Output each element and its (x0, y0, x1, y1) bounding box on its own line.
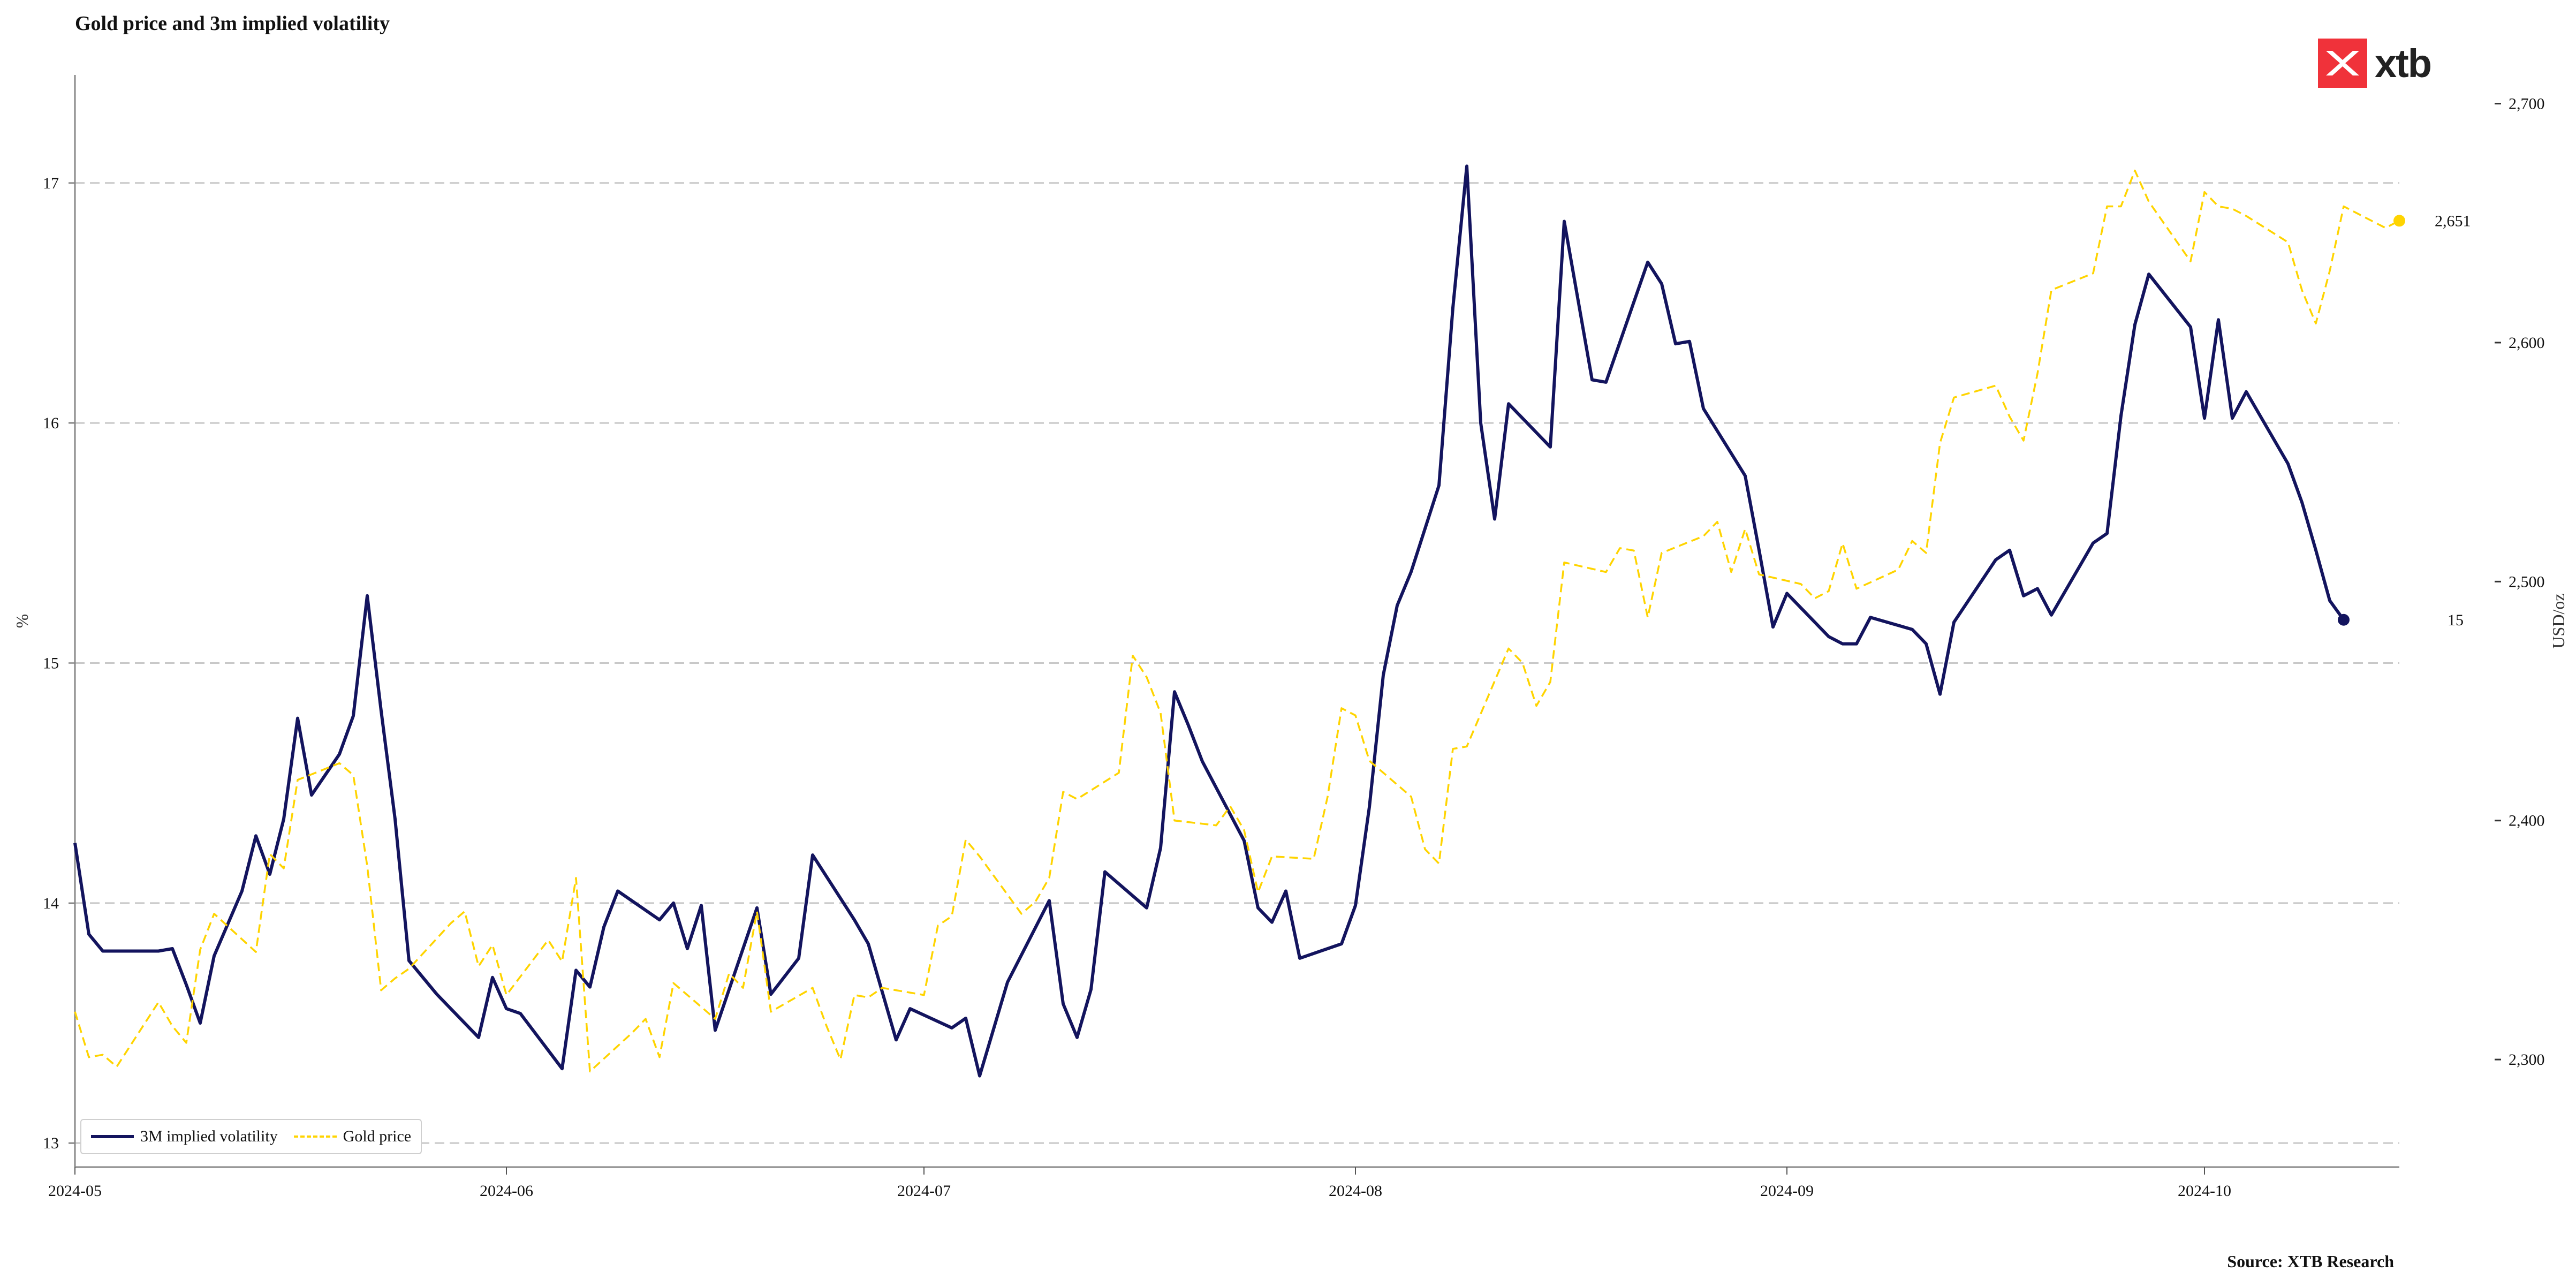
legend-swatch-gold (293, 1135, 337, 1138)
legend-label-gold: Gold price (343, 1127, 412, 1145)
gold-price-end-marker (2393, 215, 2405, 227)
xtb-logo: xtb (2318, 39, 2432, 88)
y-right-tick-label: 2,400 (2509, 812, 2545, 830)
volatility-end-marker (2338, 614, 2350, 626)
y-left-tick-label: 16 (43, 414, 59, 432)
legend-item-volatility: 3M implied volatility (91, 1127, 278, 1146)
y-right-axis-title: USD/oz (2549, 593, 2568, 648)
y-right-tick-label: 2,600 (2509, 334, 2545, 352)
x-tick-label: 2024-09 (1760, 1182, 1814, 1200)
legend-label-volatility: 3M implied volatility (140, 1127, 278, 1145)
y-left-tick-label: 17 (43, 175, 59, 192)
x-tick-label: 2024-08 (1329, 1182, 1382, 1200)
gridlines (75, 182, 2399, 1144)
tick-labels: 13 14 15 16 17 2,300 2,400 2,500 2,600 2,700 2024-… (12, 95, 2568, 1200)
legend: 3M implied volatility Gold price (80, 1119, 422, 1154)
gold-price-end-label: 2,651 (2435, 212, 2471, 230)
y-right-tick-label: 2,300 (2509, 1051, 2545, 1069)
y-right-tick-label: 2,500 (2509, 573, 2545, 590)
gold-price-line (74, 169, 2400, 1073)
x-tick-label: 2024-07 (897, 1182, 951, 1200)
source-note: Source: XTB Research (2227, 1252, 2394, 1271)
xtb-logo-text: xtb (2375, 41, 2432, 86)
volatility-line (73, 164, 2345, 1078)
x-tick-label: 2024-05 (48, 1182, 102, 1200)
axes (69, 75, 2501, 1175)
x-tick-label: 2024-10 (2178, 1182, 2231, 1200)
series (73, 164, 2405, 1078)
y-left-tick-label: 13 (43, 1134, 59, 1152)
xtb-logo-icon (2318, 39, 2367, 88)
y-left-axis-title: % (12, 614, 32, 629)
volatility-end-label: 15 (2448, 611, 2464, 629)
legend-swatch-volatility (91, 1135, 134, 1138)
y-right-tick-label: 2,700 (2509, 95, 2545, 113)
chart-title: Gold price and 3m implied volatility (75, 12, 390, 35)
y-left-tick-label: 14 (43, 895, 59, 912)
x-tick-label: 2024-06 (480, 1182, 533, 1200)
legend-item-gold: Gold price (293, 1127, 412, 1146)
y-left-tick-label: 15 (43, 654, 59, 672)
